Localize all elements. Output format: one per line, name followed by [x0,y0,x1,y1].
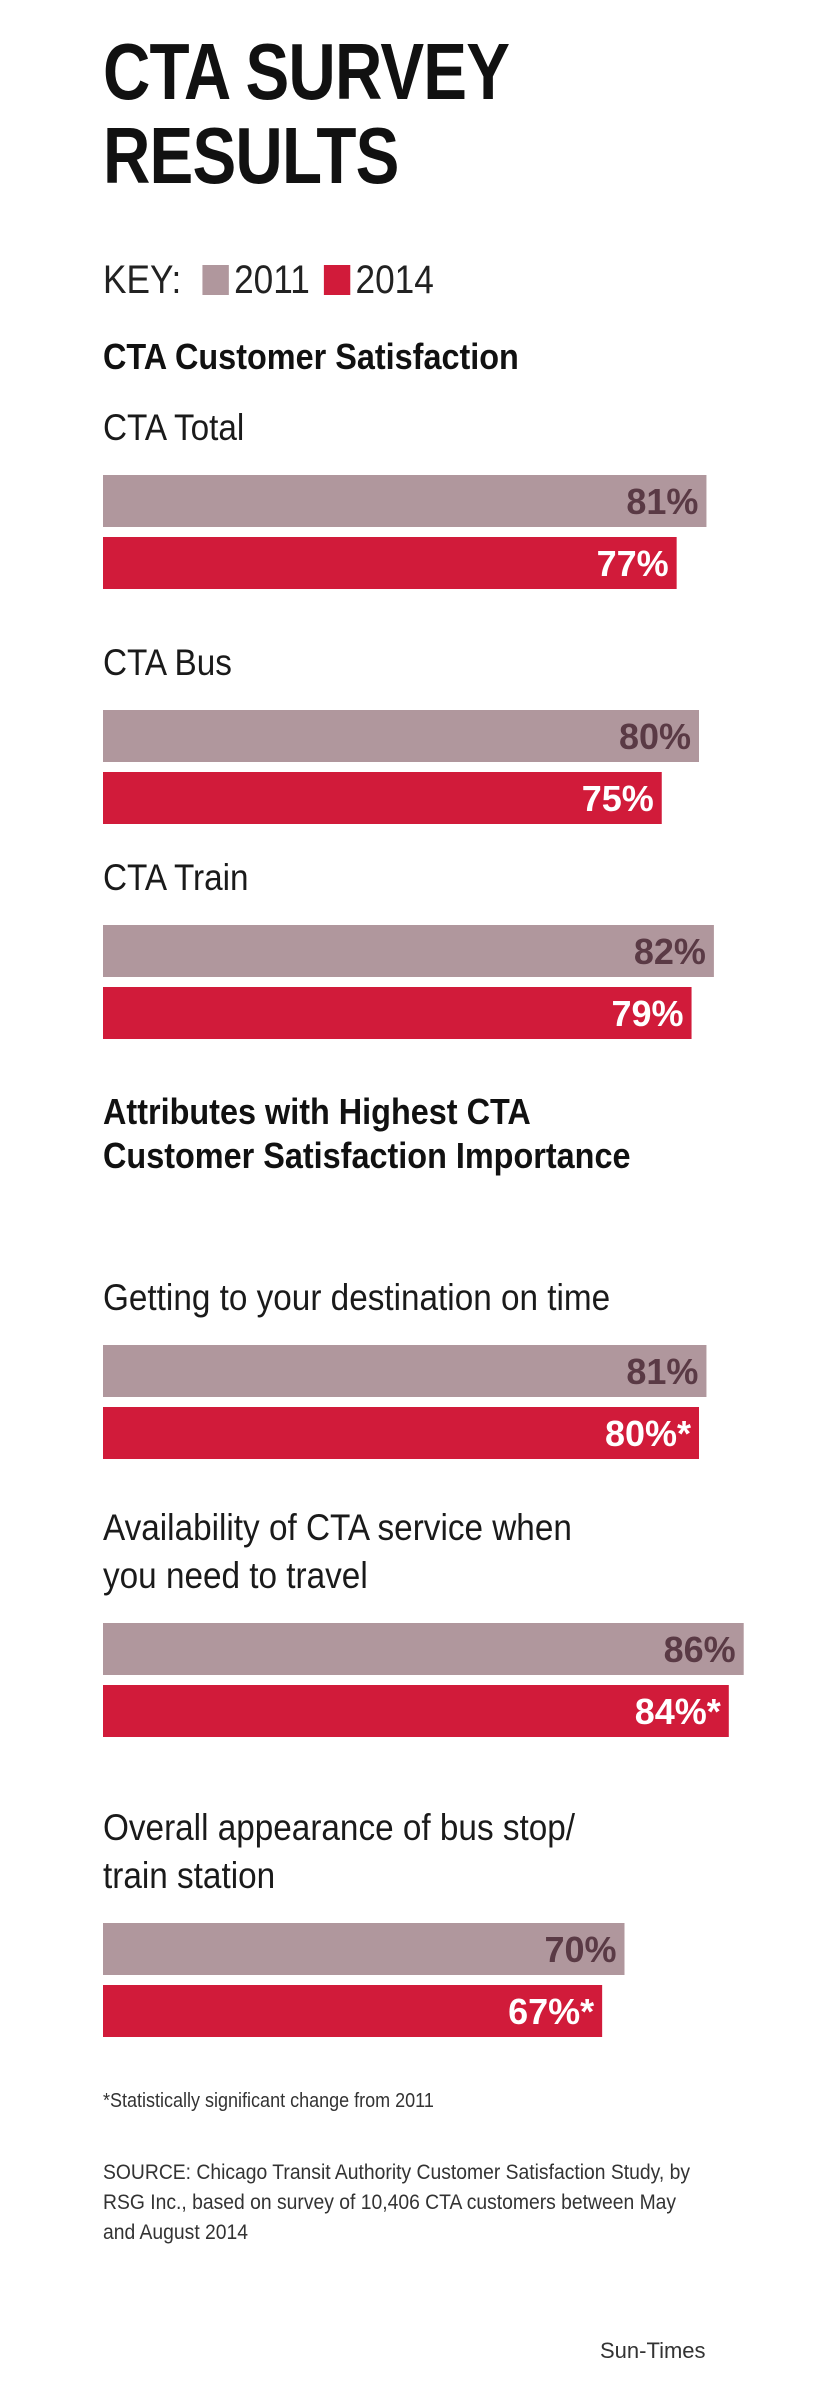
section-title-satisfaction: CTA Customer Satisfaction [103,336,519,377]
bar-1-2014 [103,537,677,589]
credit: Sun-Times [600,2338,706,2363]
bar-4-2014 [103,1407,699,1459]
bar-6-2011 [103,1923,625,1975]
section-title-attributes-line-1: Attributes with Highest CTA [103,1091,531,1132]
bar-3-2014 [103,987,692,1039]
bar-label-6-2011: 70% [544,1929,616,1970]
section-title-attributes-line-2: Customer Satisfaction Importance [103,1135,631,1176]
bar-6-2014 [103,1985,603,2037]
legend-key-label: KEY: [103,257,182,302]
bar-2-2014 [103,772,662,824]
bar-label-5-2014: 84%* [635,1691,721,1732]
bar-label-2-2014: 75% [582,778,654,819]
bar-3-2011 [103,925,714,977]
group-label-3-line-1: CTA Train [103,857,249,898]
legend: KEY: 2011 2014 [103,255,434,305]
bar-4-2011 [103,1345,707,1397]
title-line-1: CTA SURVEY [103,27,510,116]
bar-label-5-2011: 86% [664,1629,736,1670]
legend-label-2014: 2014 [355,257,434,302]
group-label-4-line-1: Getting to your destination on time [103,1277,611,1318]
bar-label-3-2011: 82% [634,931,706,972]
group-label-5-line-1: Availability of CTA service when [103,1507,572,1548]
page-title: CTA SURVEY RESULTS [103,30,677,198]
group-label-6-line-1: Overall appearance of bus stop/ [103,1807,576,1848]
legend-swatch-2014 [323,265,351,295]
bar-1-2011 [103,475,707,527]
group-label-2-line-1: CTA Bus [103,642,232,683]
group-label-1-line-1: CTA Total [103,407,245,448]
bar-label-1-2011: 81% [626,481,698,522]
bar-label-3-2014: 79% [611,993,683,1034]
bar-label-4-2014: 80%* [605,1413,691,1454]
bar-label-1-2014: 77% [597,543,669,584]
legend-label-2011: 2011 [234,257,310,302]
bar-label-2-2011: 80% [619,716,691,757]
group-label-5-line-2: you need to travel [103,1555,368,1596]
bar-2-2011 [103,710,699,762]
legend-swatch-2011 [202,265,229,295]
source-note: SOURCE: Chicago Transit Authority Custom… [103,2161,691,2244]
bar-5-2014 [103,1685,729,1737]
bar-5-2011 [103,1623,744,1675]
bar-label-4-2011: 81% [626,1351,698,1392]
bar-label-6-2014: 67%* [508,1991,594,2032]
section-title-attributes: Attributes with Highest CTA Customer Sat… [103,1090,631,1178]
footnote: *Statistically significant change from 2… [103,2090,434,2112]
group-label-6-line-2: train station [103,1855,276,1896]
title-line-2: RESULTS [103,111,399,200]
